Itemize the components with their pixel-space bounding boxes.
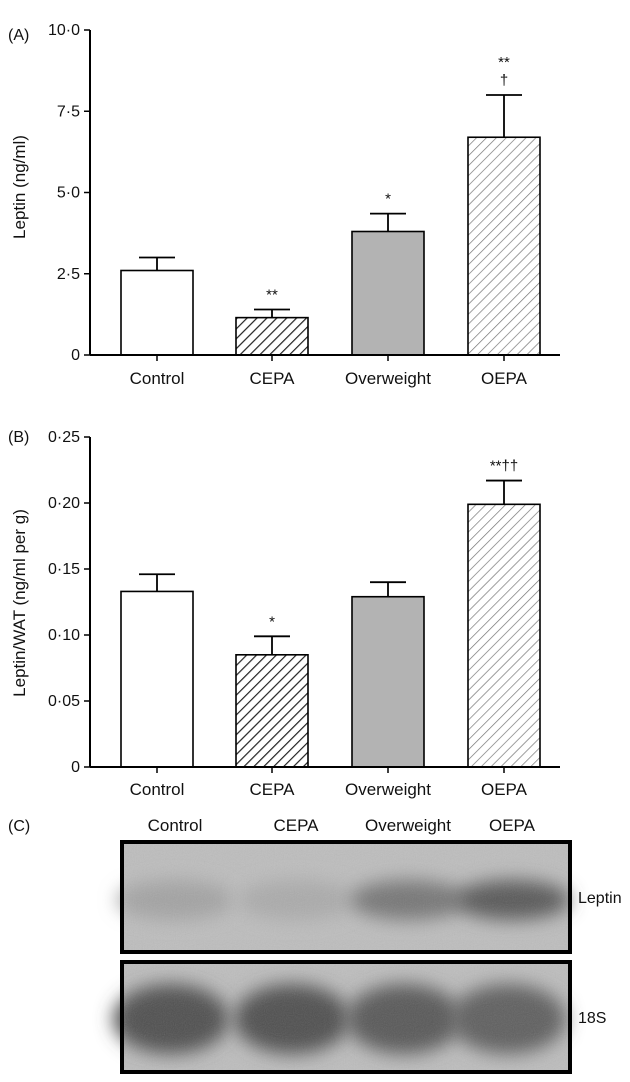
y-tick-label: 0 [71,759,80,776]
blot-lane-label: Control [148,816,203,835]
panel-b-chart: (B) Leptin/WAT (ng/ml per g) 0 0·05 0·10 0·… [8,429,560,799]
significance-label: * [269,613,275,630]
bar-oepa [467,503,541,768]
panel-a-chart: (A) Leptin (ng/ml) 02·55·07·510·0 ***†**… [8,22,560,388]
bar-overweight [351,230,425,356]
panel-b-x-labels: Control CEPA Overweight OEPA [130,780,528,799]
panel-c-label: (C) [8,818,30,835]
y-tick-label: 0 [71,347,80,364]
x-tick-label: Control [130,369,185,388]
panel-a-x-labels: Control CEPA Overweight OEPA [130,369,528,388]
blot-lane-labels: Control CEPA Overweight OEPA [148,816,536,835]
panel-c-blot: (C) Control CEPA Overweight OEPA Leptin 18S [8,816,622,1074]
panel-b-y-ticks: 0 0·05 0·10 0·15 0·20 0·25 [48,429,90,776]
y-tick-label: 7·5 [57,103,80,120]
panel-a-y-axis-label: Leptin (ng/ml) [10,135,29,239]
y-tick-label: 0·05 [48,693,80,710]
blot-frame [120,840,572,954]
x-tick-label: OEPA [481,369,528,388]
x-tick-label: CEPA [249,780,295,799]
bar-overweight [351,595,425,768]
bar-control [120,590,194,768]
blot-lane-label: CEPA [273,816,319,835]
blot-texture [124,844,568,950]
x-tick-label: Overweight [345,780,431,799]
significance-label: * [385,191,391,208]
blot-row-label: Leptin [578,890,622,907]
blot-lane-label: OEPA [489,816,536,835]
y-tick-label: 0·20 [48,495,80,512]
panel-a-bars: ***†** [120,54,541,361]
y-tick-label: 0·15 [48,561,80,578]
bar-control [120,269,194,356]
panel-b-y-axis-label: Leptin/WAT (ng/ml per g) [10,509,29,697]
x-tick-label: Overweight [345,369,431,388]
y-tick-label: 0·25 [48,429,80,446]
x-tick-label: CEPA [249,369,295,388]
significance-label: **†† [490,458,518,475]
blot-row-18s: 18S [113,960,606,1074]
bar-cepa [235,653,309,768]
bar-oepa [467,136,541,356]
panel-b-bars: * **†† [120,458,541,773]
y-tick-label: 10·0 [48,22,80,39]
significance-label: ** [498,54,510,71]
bar-cepa [235,316,309,356]
blot-lane-label: Overweight [365,816,451,835]
panel-a-y-ticks: 0 2·5 5·0 7·5 10·0 [48,22,90,364]
significance-label: † [500,72,508,89]
y-tick-label: 2·5 [57,266,80,283]
x-tick-label: OEPA [481,780,528,799]
panel-a-label: (A) [8,27,29,44]
blot-rows: Leptin 18S [113,840,622,1074]
significance-label: ** [266,287,278,304]
blot-row-label: 18S [578,1010,606,1027]
y-tick-label: 0·10 [48,627,80,644]
panel-b-label: (B) [8,429,29,446]
y-tick-label: 5·0 [57,185,80,202]
blot-frame [120,960,572,1074]
x-tick-label: Control [130,780,185,799]
blot-texture [124,964,568,1070]
blot-row-leptin: Leptin [117,840,622,954]
